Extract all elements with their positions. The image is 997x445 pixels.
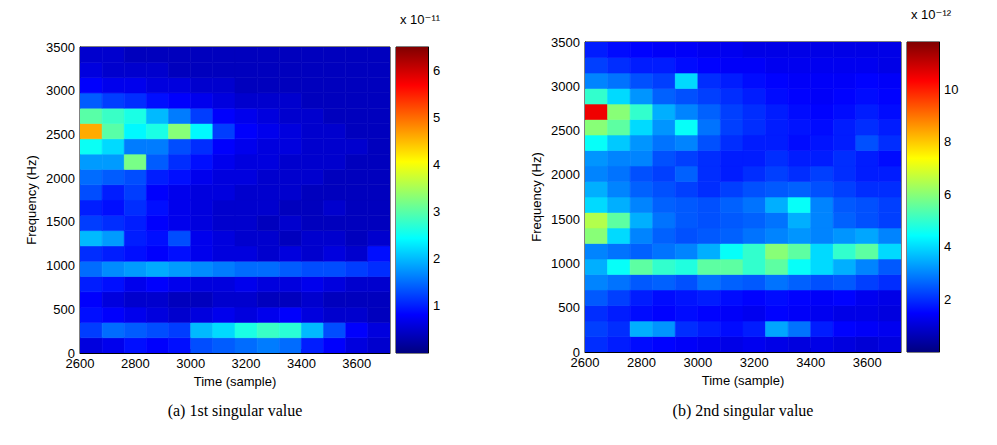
svg-text:x 10⁻¹¹: x 10⁻¹¹ bbox=[400, 12, 441, 27]
svg-text:2800: 2800 bbox=[121, 356, 150, 371]
svg-text:1500: 1500 bbox=[46, 214, 75, 229]
svg-text:3000: 3000 bbox=[46, 83, 75, 98]
svg-text:0: 0 bbox=[67, 345, 75, 361]
svg-text:1000: 1000 bbox=[46, 258, 75, 273]
svg-text:2500: 2500 bbox=[46, 127, 75, 142]
svg-text:2600: 2600 bbox=[66, 356, 95, 371]
svg-text:x 10⁻¹²: x 10⁻¹² bbox=[911, 7, 952, 22]
svg-text:3500: 3500 bbox=[551, 35, 580, 50]
svg-text:2500: 2500 bbox=[551, 123, 580, 138]
svg-text:(a) 1st singular value: (a) 1st singular value bbox=[168, 402, 303, 420]
svg-text:3600: 3600 bbox=[342, 356, 371, 371]
svg-text:1500: 1500 bbox=[551, 212, 580, 227]
svg-text:0: 0 bbox=[572, 344, 580, 360]
svg-text:3200: 3200 bbox=[232, 356, 261, 371]
svg-text:2000: 2000 bbox=[551, 167, 580, 182]
svg-text:3000: 3000 bbox=[176, 356, 205, 371]
svg-text:1000: 1000 bbox=[551, 256, 580, 271]
svg-text:6: 6 bbox=[944, 187, 951, 202]
svg-text:3: 3 bbox=[433, 204, 440, 219]
svg-text:Frequency (Hz): Frequency (Hz) bbox=[24, 155, 39, 245]
svg-text:2600: 2600 bbox=[571, 355, 600, 370]
svg-text:500: 500 bbox=[558, 300, 580, 315]
svg-text:500: 500 bbox=[53, 302, 75, 317]
svg-text:Time (sample): Time (sample) bbox=[702, 373, 785, 388]
svg-text:(b) 2nd singular value: (b) 2nd singular value bbox=[673, 402, 814, 420]
svg-text:Time (sample): Time (sample) bbox=[194, 374, 277, 389]
svg-text:3500: 3500 bbox=[46, 40, 75, 55]
svg-text:1: 1 bbox=[433, 298, 440, 313]
svg-text:3400: 3400 bbox=[796, 355, 825, 370]
svg-text:Frequency (Hz): Frequency (Hz) bbox=[529, 152, 544, 242]
svg-text:8: 8 bbox=[944, 134, 951, 149]
svg-text:2800: 2800 bbox=[627, 355, 656, 370]
svg-text:3400: 3400 bbox=[287, 356, 316, 371]
svg-text:3000: 3000 bbox=[551, 79, 580, 94]
svg-text:2: 2 bbox=[944, 292, 951, 307]
svg-text:4: 4 bbox=[433, 157, 440, 172]
svg-text:3200: 3200 bbox=[740, 355, 769, 370]
svg-text:10: 10 bbox=[944, 82, 958, 97]
svg-text:3600: 3600 bbox=[853, 355, 882, 370]
svg-text:3000: 3000 bbox=[683, 355, 712, 370]
svg-text:2: 2 bbox=[433, 251, 440, 266]
svg-text:2000: 2000 bbox=[46, 171, 75, 186]
svg-text:5: 5 bbox=[433, 110, 440, 125]
svg-text:6: 6 bbox=[433, 63, 440, 78]
svg-text:4: 4 bbox=[944, 239, 951, 254]
